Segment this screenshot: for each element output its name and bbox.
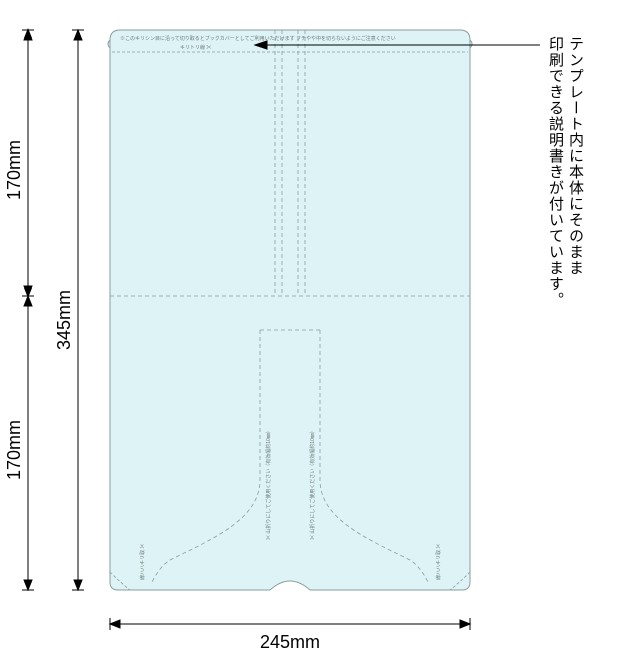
handle-note-left: ✂ 山折りにしてご使用ください（有効幅約10㎜）	[265, 428, 272, 540]
template-body: ※このキリシン目に沿って切り取るとブックカバーとしてご利用いただけます フチやや…	[108, 30, 472, 590]
template-outline	[110, 30, 470, 590]
top-note-1: ※このキリシン目に沿って切り取るとブックカバーとしてご利用いただけます フチやや…	[120, 35, 396, 42]
dim-left-outer-arrows	[24, 30, 32, 590]
callout-text-line2: 印刷できる説明書きが付いています。	[545, 36, 566, 308]
slit-note-left: 線ハハキリ取 ✂	[139, 544, 146, 580]
diagram-stage: ※このキリシン目に沿って切り取るとブックカバーとしてご利用いただけます フチやや…	[0, 0, 618, 664]
callout-text-line1: テンプレート内に本体にそのまま	[565, 36, 586, 276]
dim-label-345: 345mm	[54, 290, 74, 350]
top-note-kiri: キリトリ線 ✂	[180, 44, 211, 51]
dim-bottom	[110, 618, 470, 630]
handle-note-right: ✂ 山折りにしてご使用ください（有効幅約10㎜）	[309, 428, 316, 540]
dim-label-170-top: 170mm	[4, 140, 24, 200]
slit-note-right: 線ハハキリ取 ✂	[435, 544, 442, 580]
dim-label-170-bot: 170mm	[4, 420, 24, 480]
diagram-svg: ※このキリシン目に沿って切り取るとブックカバーとしてご利用いただけます フチやや…	[0, 0, 618, 664]
dim-label-245: 245mm	[260, 632, 320, 652]
